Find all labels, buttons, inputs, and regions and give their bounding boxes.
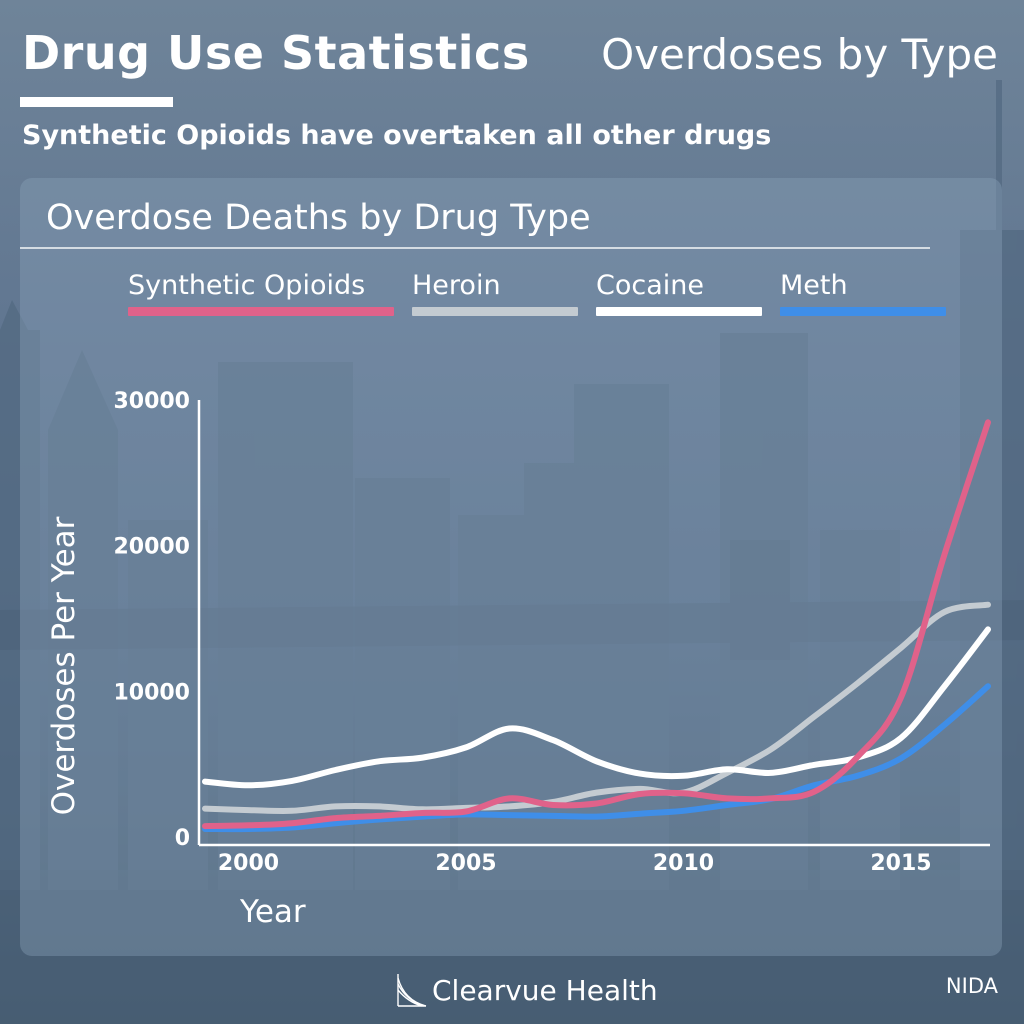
page-title: Drug Use Statistics (22, 26, 530, 80)
y-tick-label: 10000 (113, 680, 190, 705)
brand-logo-block: Clearvue Health (394, 968, 658, 1012)
legend-swatch (596, 307, 762, 316)
chart-title-divider (20, 247, 930, 249)
x-tick-label: 2000 (218, 851, 279, 876)
legend-swatch (412, 307, 578, 316)
y-tick-label: 20000 (113, 535, 190, 560)
x-axis-label: Year (240, 894, 306, 930)
legend-item-heroin: Heroin (412, 270, 578, 316)
legend-swatch (128, 307, 394, 316)
legend-item-synthetic-opioids: Synthetic Opioids (128, 270, 394, 316)
legend-label: Synthetic Opioids (128, 270, 366, 301)
page-subtitle: Overdoses by Type (601, 30, 998, 79)
legend-swatch (780, 307, 946, 316)
legend-item-meth: Meth (780, 270, 946, 316)
chart-title: Overdose Deaths by Drug Type (46, 198, 591, 238)
y-axis-label: Overdoses Per Year (46, 516, 82, 816)
legend-label: Meth (780, 270, 848, 301)
legend-label: Cocaine (596, 270, 704, 301)
clearvue-logo-icon (397, 974, 427, 1007)
source-credit: NIDA (945, 974, 998, 998)
legend-label: Heroin (412, 270, 501, 301)
series-line-heroin (202, 601, 991, 814)
tagline: Synthetic Opioids have overtaken all oth… (22, 120, 772, 151)
x-tick-label: 2005 (435, 851, 496, 876)
y-tick-label: 30000 (113, 389, 190, 414)
x-tick-label: 2015 (870, 851, 931, 876)
y-tick-label: 0 (175, 826, 190, 851)
series-line-cocaine (202, 626, 991, 789)
title-underline (20, 97, 173, 107)
brand-name: Clearvue Health (432, 973, 658, 1007)
legend-item-cocaine: Cocaine (596, 270, 762, 316)
series-line-synthetic-opioids (202, 419, 991, 830)
x-tick-label: 2010 (653, 851, 714, 876)
series-line-meth (202, 683, 991, 833)
